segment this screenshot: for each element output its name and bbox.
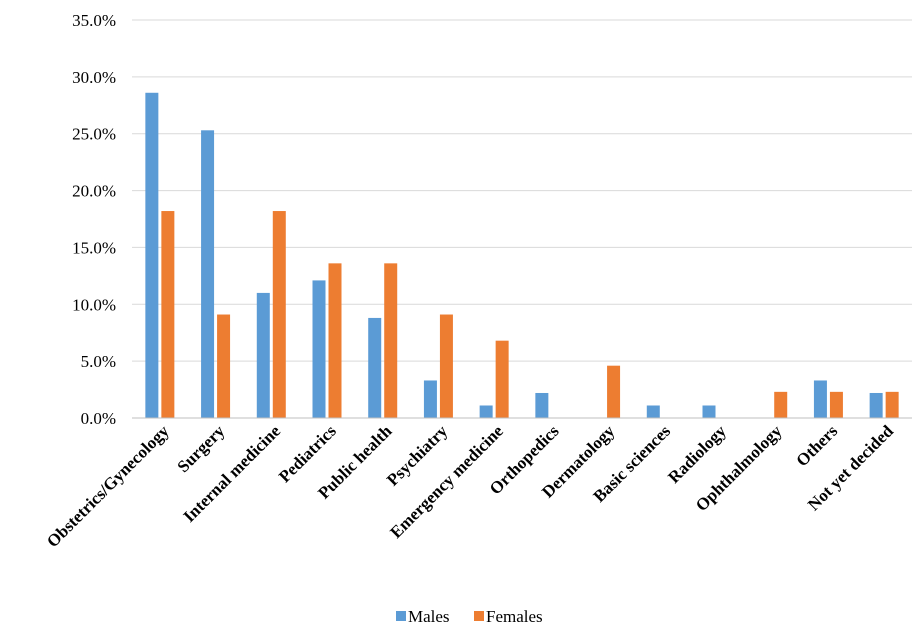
bar-males [702, 405, 716, 418]
bar-females [439, 314, 453, 418]
bar-males [479, 405, 493, 418]
legend-label: Males [408, 607, 450, 626]
bar-males [201, 130, 215, 418]
bar-males [312, 280, 326, 418]
x-tick-label: Obstetrics/Gynecology [43, 421, 173, 551]
bar-females [885, 391, 899, 418]
y-tick-label: 10.0% [72, 295, 116, 314]
y-tick-label: 20.0% [72, 182, 116, 201]
bar-females [774, 391, 788, 418]
x-tick-label: Internal medicine [180, 421, 285, 526]
bar-males [423, 380, 437, 418]
bar-males [145, 92, 159, 418]
bar-females [607, 365, 621, 418]
bar-males [869, 392, 883, 418]
y-tick-label: 0.0% [81, 409, 116, 428]
y-tick-label: 25.0% [72, 125, 116, 144]
bar-females [217, 314, 231, 418]
bar-females [384, 263, 398, 418]
bar-males [535, 392, 549, 418]
y-tick-label: 30.0% [72, 68, 116, 87]
y-tick-label: 5.0% [81, 352, 116, 371]
bar-males [646, 405, 660, 418]
bar-females [328, 263, 342, 418]
bars [145, 92, 899, 418]
y-tick-label: 15.0% [72, 238, 116, 257]
legend-label: Females [486, 607, 543, 626]
bar-males [813, 380, 827, 418]
y-axis-ticks: 0.0% 5.0% 10.0% 15.0% 20.0% 25.0% 30.0% 35.0% [72, 11, 116, 428]
bar-males [368, 317, 382, 418]
legend-swatch-females [474, 611, 484, 621]
legend-swatch-males [396, 611, 406, 621]
x-tick-label: Surgery [174, 421, 229, 476]
bar-females [272, 211, 286, 418]
bar-males [256, 292, 270, 418]
x-tick-label: Others [792, 421, 841, 470]
legend: Males Females [396, 607, 543, 626]
bar-females [161, 211, 175, 418]
bar-females [829, 391, 843, 418]
y-tick-label: 35.0% [72, 11, 116, 30]
bar-females [495, 340, 509, 418]
gridlines [132, 19, 912, 362]
